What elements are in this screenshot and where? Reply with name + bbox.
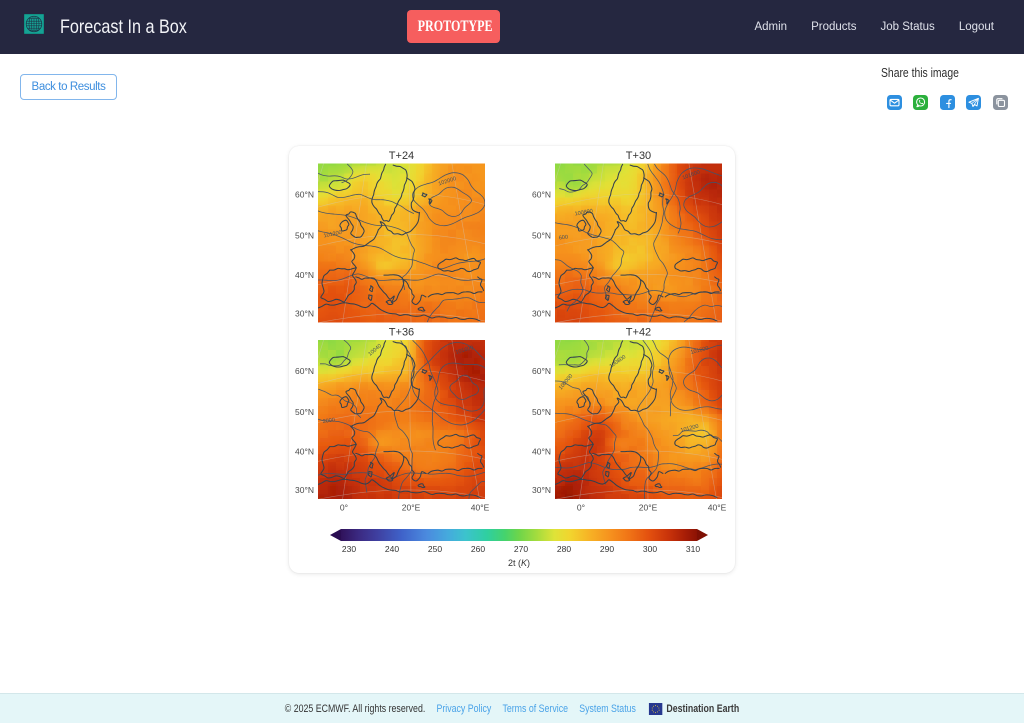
svg-text:30°N: 30°N [295,485,314,495]
svg-text:T+42: T+42 [626,327,651,339]
svg-text:40°N: 40°N [532,447,551,457]
svg-text:300: 300 [643,544,657,554]
svg-text:101600: 101600 [690,346,709,356]
svg-text:0°: 0° [577,503,585,513]
svg-text:T+24: T+24 [389,150,414,162]
svg-text:2t (K): 2t (K) [508,558,530,568]
svg-text:30°N: 30°N [532,309,551,319]
svg-text:30°N: 30°N [532,485,551,495]
svg-text:60°N: 60°N [532,366,551,376]
svg-text:270: 270 [514,544,528,554]
svg-text:40°N: 40°N [532,270,551,280]
svg-text:T+30: T+30 [626,150,651,162]
svg-text:101200: 101200 [680,424,699,434]
svg-text:40°N: 40°N [295,447,314,457]
svg-text:230: 230 [342,544,356,554]
svg-text:101600: 101600 [682,169,701,181]
svg-text:50°N: 50°N [532,231,551,241]
svg-text:280: 280 [557,544,571,554]
svg-text:250: 250 [428,544,442,554]
svg-text:40°N: 40°N [295,270,314,280]
svg-text:60°N: 60°N [532,190,551,200]
svg-text:40°E: 40°E [708,503,727,513]
svg-text:50°N: 50°N [295,407,314,417]
svg-text:290: 290 [600,544,614,554]
svg-text:60°N: 60°N [295,366,314,376]
svg-text:101600: 101600 [455,345,474,356]
svg-text:600: 600 [559,235,569,242]
svg-text:50°N: 50°N [532,407,551,417]
svg-text:50°N: 50°N [295,231,314,241]
svg-text:20°E: 20°E [639,503,658,513]
svg-text:60°N: 60°N [295,190,314,200]
svg-text:260: 260 [471,544,485,554]
svg-text:310: 310 [686,544,700,554]
svg-text:240: 240 [385,544,399,554]
svg-text:2000: 2000 [322,417,335,425]
svg-text:40°E: 40°E [471,503,490,513]
svg-text:101200: 101200 [323,230,342,240]
svg-text:102000: 102000 [438,176,457,187]
svg-text:20°E: 20°E [402,503,421,513]
svg-text:100800: 100800 [574,208,593,217]
svg-text:30°N: 30°N [295,309,314,319]
svg-text:0°: 0° [340,503,348,513]
svg-text:T+36: T+36 [389,327,414,339]
